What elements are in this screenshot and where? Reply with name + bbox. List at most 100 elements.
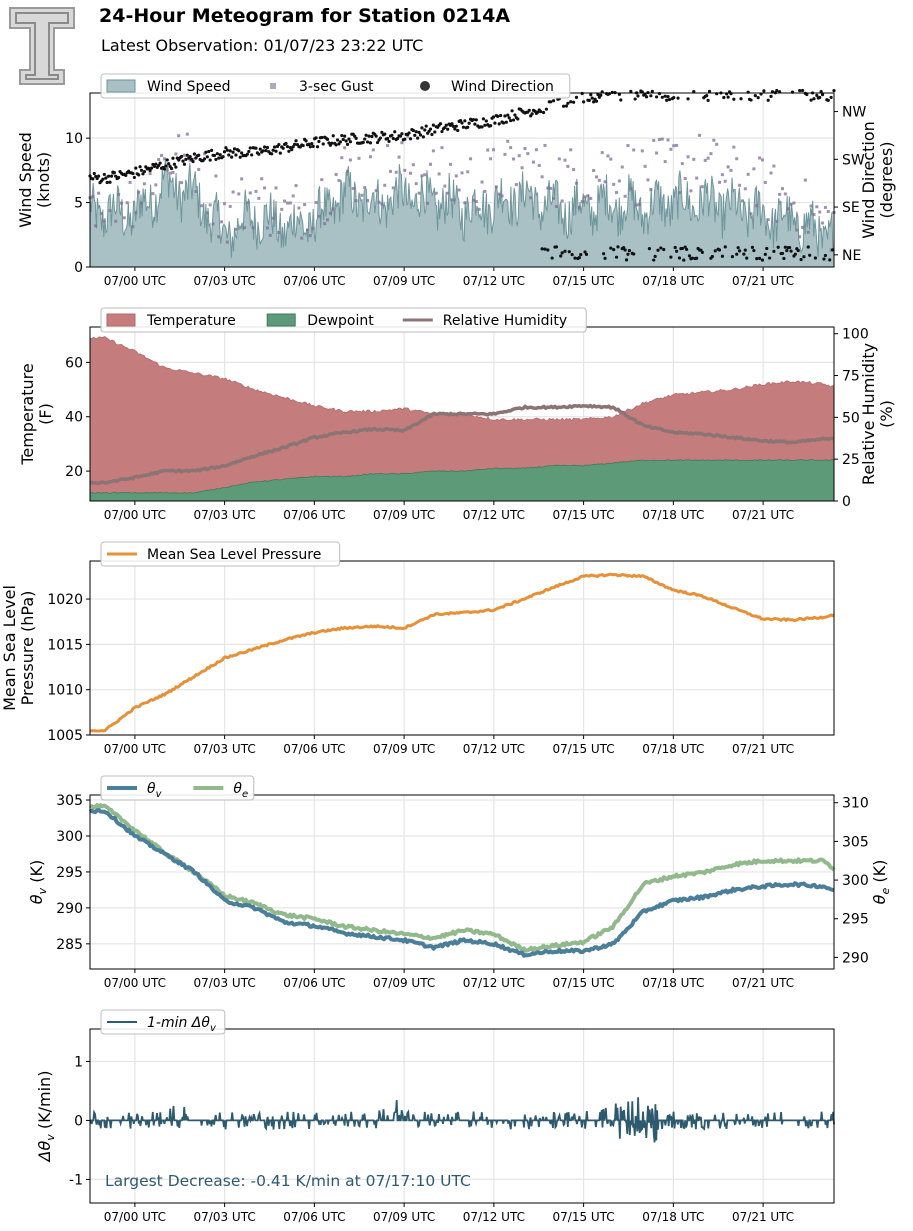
right-tick-label: 295 bbox=[842, 912, 869, 928]
direction-point bbox=[504, 120, 508, 124]
gust-point bbox=[592, 169, 596, 173]
y-tick-label: 60 bbox=[65, 355, 83, 371]
direction-point bbox=[375, 140, 380, 145]
direction-point bbox=[363, 137, 367, 141]
direction-point bbox=[311, 144, 315, 148]
right-tick-label: 290 bbox=[842, 950, 869, 966]
gust-point bbox=[520, 166, 524, 170]
gust-point bbox=[311, 227, 315, 231]
direction-point bbox=[612, 248, 616, 252]
direction-point bbox=[723, 245, 727, 249]
gust-point bbox=[600, 151, 604, 155]
gust-point bbox=[780, 187, 784, 191]
direction-point bbox=[806, 245, 810, 249]
direction-point bbox=[577, 255, 581, 260]
direction-point bbox=[308, 145, 312, 149]
direction-point bbox=[544, 107, 549, 111]
gust-point bbox=[637, 202, 641, 206]
direction-point bbox=[117, 175, 121, 180]
direction-point bbox=[809, 98, 813, 102]
y-axis-label: θv (K) bbox=[27, 860, 49, 904]
direction-point bbox=[232, 147, 237, 151]
direction-point bbox=[301, 143, 305, 148]
right-tick-label: 0 bbox=[842, 494, 851, 510]
gust-point bbox=[114, 219, 118, 223]
gust-point bbox=[340, 156, 344, 160]
direction-point bbox=[215, 152, 219, 156]
gust-point bbox=[809, 204, 813, 208]
legend-item: θv bbox=[107, 781, 163, 800]
legend: Wind Speed 3-sec Gust Wind Direction bbox=[100, 73, 571, 99]
direction-point bbox=[561, 104, 566, 108]
direction-point bbox=[91, 177, 95, 181]
gust-point bbox=[449, 162, 453, 166]
direction-point bbox=[450, 122, 454, 126]
x-tick-label: 07/09 UTC bbox=[373, 976, 435, 990]
gust-point bbox=[380, 202, 384, 206]
direction-point bbox=[546, 248, 550, 252]
direction-point bbox=[124, 173, 128, 177]
gust-point bbox=[526, 152, 530, 156]
direction-point bbox=[331, 134, 335, 138]
gust-point bbox=[197, 167, 201, 171]
direction-point bbox=[446, 127, 450, 131]
gust-point bbox=[331, 207, 335, 211]
direction-point bbox=[320, 135, 324, 140]
gust-point bbox=[786, 207, 790, 211]
direction-point bbox=[414, 130, 418, 134]
gust-point bbox=[732, 145, 736, 149]
direction-point bbox=[750, 245, 755, 249]
y-tick-label: 290 bbox=[56, 901, 83, 917]
right-tick-label: SW bbox=[842, 152, 865, 168]
direction-point bbox=[204, 150, 208, 154]
gust-point bbox=[403, 168, 407, 172]
gust-point bbox=[483, 189, 487, 193]
direction-point bbox=[788, 245, 792, 250]
gust-point bbox=[165, 168, 169, 172]
direction-point bbox=[614, 255, 619, 259]
direction-point bbox=[617, 92, 621, 96]
gust-point bbox=[431, 149, 435, 153]
direction-point bbox=[675, 249, 679, 253]
gust-point bbox=[534, 148, 538, 152]
gust-point bbox=[214, 174, 218, 178]
gust-point bbox=[720, 173, 724, 177]
gust-point bbox=[437, 172, 441, 176]
gust-point bbox=[698, 133, 702, 137]
direction-point bbox=[396, 136, 400, 141]
direction-point bbox=[347, 137, 351, 141]
direction-point bbox=[507, 116, 511, 120]
direction-point bbox=[753, 94, 757, 98]
direction-point bbox=[622, 245, 626, 250]
relative-humidity-line bbox=[89, 403, 835, 486]
gust-point bbox=[297, 206, 301, 210]
gust-point bbox=[572, 168, 576, 172]
direction-point bbox=[820, 93, 825, 97]
gust-point bbox=[466, 170, 470, 174]
direction-point bbox=[261, 149, 265, 153]
right-tick-label: 75 bbox=[842, 369, 860, 385]
y-tick-label: 10 bbox=[65, 131, 83, 147]
direction-point bbox=[95, 176, 99, 181]
direction-point bbox=[428, 127, 433, 131]
direction-point bbox=[755, 257, 759, 261]
gust-point bbox=[111, 172, 115, 176]
gust-point bbox=[746, 172, 750, 176]
gust-point bbox=[417, 191, 421, 195]
x-tick-label: 07/21 UTC bbox=[732, 742, 794, 756]
direction-point bbox=[574, 95, 579, 99]
direction-point bbox=[483, 123, 487, 127]
legend: θv θe bbox=[100, 775, 255, 801]
direction-point bbox=[96, 174, 101, 178]
direction-point bbox=[327, 141, 331, 145]
legend-swatch bbox=[106, 313, 136, 327]
direction-point bbox=[540, 247, 544, 251]
direction-point bbox=[636, 94, 640, 98]
direction-point bbox=[149, 166, 154, 170]
direction-point bbox=[749, 98, 753, 102]
gust-point bbox=[709, 152, 713, 156]
x-tick-label: 07/21 UTC bbox=[732, 508, 794, 522]
direction-point bbox=[776, 245, 780, 249]
right-tick-label: NW bbox=[842, 105, 866, 121]
gust-point bbox=[635, 203, 639, 207]
